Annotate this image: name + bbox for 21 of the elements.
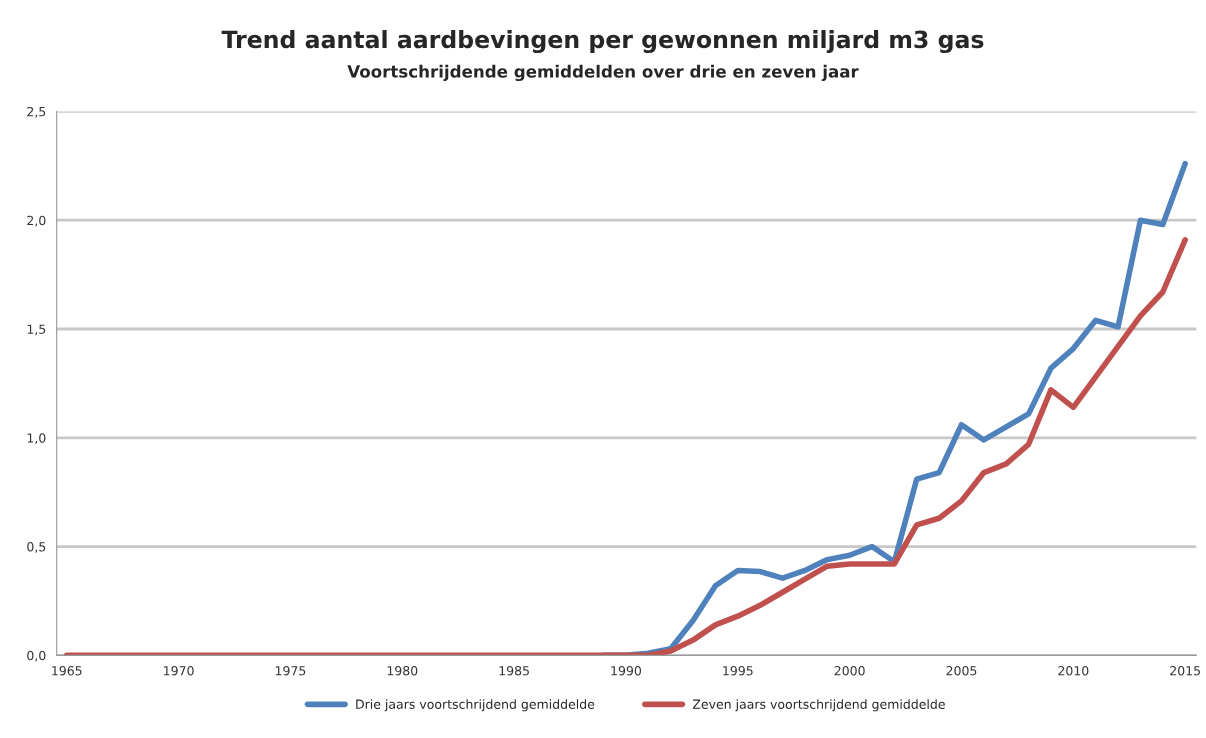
- y-tick-label: 1,0: [27, 433, 46, 444]
- x-tick-label: 2000: [834, 665, 865, 676]
- x-tick-label: 1995: [723, 665, 753, 676]
- x-tick-label: 1965: [52, 665, 82, 676]
- y-tick-label: 2,5: [27, 106, 46, 118]
- legend-label: Drie jaars voortschrijdend gemiddelde: [356, 699, 595, 712]
- y-tick-label: 0,0: [27, 650, 46, 662]
- x-tick-label: 2010: [1058, 665, 1089, 676]
- chart-title: Trend aantal aardbevingen per gewonnen miljard m3 gas: [221, 30, 984, 54]
- x-tick-label: 1970: [164, 665, 194, 676]
- y-tick-label: 2,0: [27, 215, 46, 227]
- legend-label: Zeven jaars voortschrijdend gemiddelde: [692, 699, 945, 712]
- x-tick-label: 2015: [1170, 665, 1200, 676]
- x-tick-label: 1980: [387, 665, 418, 676]
- x-tick-label: 1990: [611, 665, 642, 676]
- x-tick-label: 1985: [499, 665, 529, 676]
- chart-subtitle: Voortschrijdende gemiddelden over drie en zeven jaar: [347, 64, 859, 82]
- x-tick-label: 2005: [946, 665, 977, 676]
- y-tick-label: 1,5: [27, 324, 46, 336]
- x-tick-label: 1975: [275, 665, 306, 676]
- y-tick-label: 0,5: [27, 542, 46, 553]
